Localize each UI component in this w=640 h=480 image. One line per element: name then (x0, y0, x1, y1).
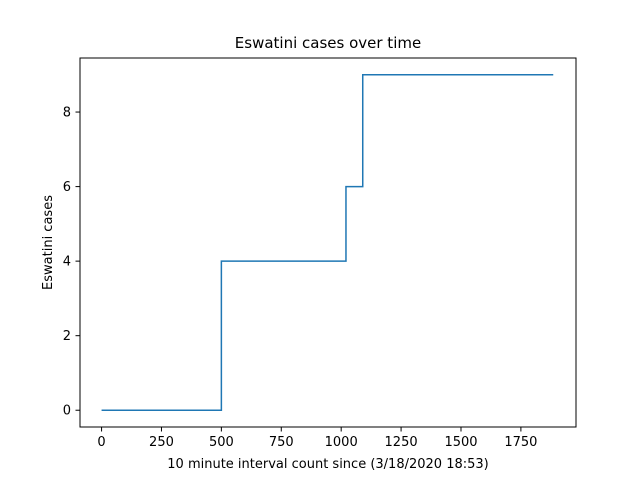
plot-area: 0 250 500 750 1000 1250 1500 1750 0 2 4 6 8 (63, 57, 577, 450)
x-tick-label-250: 250 (149, 435, 174, 450)
y-tick-label-6: 6 (63, 180, 71, 195)
y-tick-label-2: 2 (63, 329, 71, 344)
y-axis-label: Eswatini cases (41, 195, 56, 290)
x-tick-label-1250: 1250 (385, 435, 418, 450)
series-line-0 (101, 74, 554, 411)
y-tick-label-0: 0 (63, 404, 71, 419)
x-tick-label-1750: 1750 (504, 435, 537, 450)
x-tick-label-0: 0 (97, 435, 105, 450)
plot-frame (79, 57, 577, 428)
x-tick-label-1000: 1000 (325, 435, 358, 450)
x-tick-label-500: 500 (209, 435, 234, 450)
y-tick-label-4: 4 (63, 255, 71, 270)
x-tick-label-1500: 1500 (444, 435, 477, 450)
y-tick-label-8: 8 (63, 106, 71, 121)
chart-title: Eswatini cases over time (235, 34, 421, 52)
x-axis-label: 10 minute interval count since (3/18/202… (167, 457, 488, 472)
x-tick-label-750: 750 (269, 435, 294, 450)
